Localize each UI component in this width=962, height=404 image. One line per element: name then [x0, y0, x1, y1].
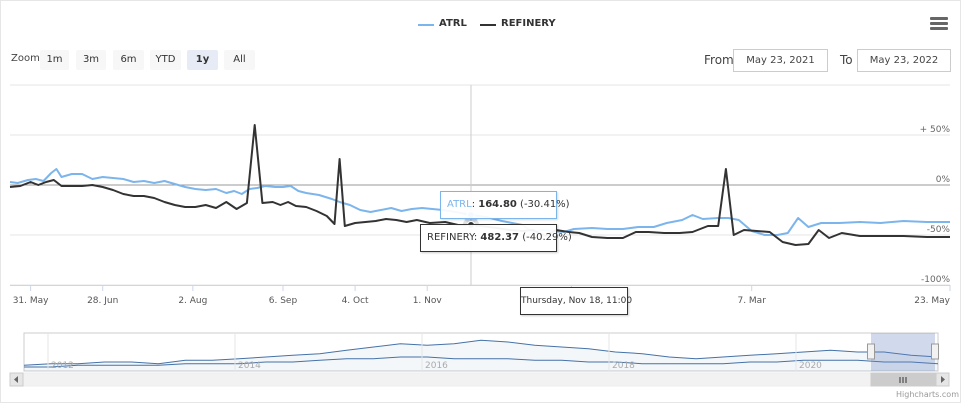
- y-tick-label: -50%: [927, 225, 951, 235]
- chevron-right-icon: [941, 376, 945, 383]
- tooltip-refinery-value: 482.37: [480, 232, 520, 243]
- credits-link[interactable]: Highcharts.com: [896, 390, 959, 399]
- zoom-button-ytd[interactable]: YTD: [150, 50, 181, 70]
- x-tick-label: 31. May: [13, 296, 49, 306]
- zoom-button-1m[interactable]: 1m: [40, 50, 69, 70]
- navigator-handle-right[interactable]: [931, 343, 939, 360]
- zoom-button-3m[interactable]: 3m: [76, 50, 106, 70]
- tooltip-refinery-name: REFINERY: [427, 232, 474, 243]
- tooltip-atrl: ATRL: 164.80 (-30.41%): [440, 191, 570, 219]
- legend-atrl-label: ATRL: [439, 18, 467, 29]
- x-tick-label: 6. Sep: [269, 296, 298, 306]
- series-line-refinery: [9, 124, 950, 246]
- hamburger-menu-icon[interactable]: [930, 17, 948, 31]
- navigator-year-label: 2014: [238, 361, 261, 371]
- navigator-year-label: 2016: [425, 361, 448, 371]
- x-tick-label: 7. Mar: [737, 296, 766, 306]
- navigator-series-lower: [24, 356, 939, 368]
- x-tick-label: 1. Nov: [413, 296, 443, 306]
- chevron-left-icon: [14, 376, 18, 383]
- y-tick-label: 0%: [936, 175, 951, 185]
- navigator-year-label: 2018: [612, 361, 635, 371]
- zoom-button-1y[interactable]: 1y: [187, 50, 218, 70]
- from-label: From: [704, 53, 734, 67]
- tooltip-refinery-change: (-40.29%): [522, 232, 572, 243]
- navigator-year-label: 2020: [799, 361, 822, 371]
- zoom-button-all[interactable]: All: [224, 50, 255, 70]
- tooltip-atrl-change: (-30.41%): [520, 199, 570, 210]
- legend-refinery-swatch: [480, 24, 496, 26]
- navigator-year-label: 2012: [51, 361, 74, 371]
- y-tick-label: + 50%: [920, 125, 951, 135]
- navigator-selection: [871, 333, 935, 371]
- tooltip-atrl-name: ATRL: [447, 199, 472, 210]
- x-tick-label: 28. Jun: [87, 296, 118, 306]
- scrollbar-track: [9, 372, 950, 387]
- to-date-input[interactable]: May 23, 2022: [857, 49, 951, 72]
- tooltip-date: Thursday, Nov 18, 11:00: [520, 287, 632, 315]
- to-label: To: [840, 53, 853, 67]
- zoom-button-6m[interactable]: 6m: [113, 50, 144, 70]
- x-tick-label: 2. Aug: [178, 296, 207, 306]
- legend-atrl-swatch: [418, 24, 434, 26]
- navigator-series-upper: [23, 339, 939, 366]
- x-tick-label: 4. Oct: [342, 296, 369, 306]
- tooltip-atrl-value: 164.80: [478, 199, 517, 210]
- from-date-input[interactable]: May 23, 2021: [733, 49, 828, 72]
- x-tick-label: 23. May: [914, 296, 950, 306]
- zoom-label: Zoom: [11, 53, 40, 64]
- legend-refinery-label: REFINERY: [501, 18, 556, 29]
- tooltip-refinery: REFINERY: 482.37 (-40.29%): [420, 224, 572, 252]
- navigator-handle-left[interactable]: [867, 343, 875, 360]
- y-tick-label: -100%: [921, 275, 950, 285]
